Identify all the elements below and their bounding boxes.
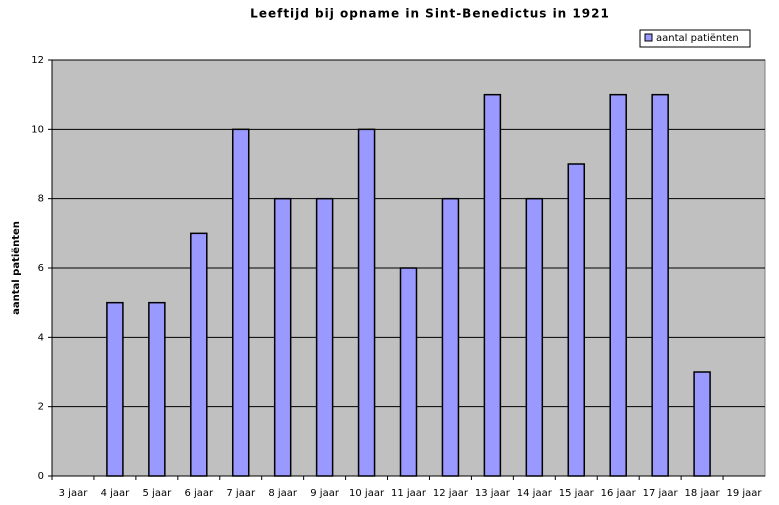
bar: [651, 93, 669, 477]
x-tick-label: 9 jaar: [310, 488, 340, 499]
x-tick-label: 12 jaar: [433, 488, 469, 499]
chart-title: Leeftijd bij opname in Sint-Benedictus i…: [250, 7, 610, 21]
bar: [231, 128, 250, 477]
bar: [190, 232, 208, 477]
x-tick-label: 18 jaar: [685, 488, 721, 499]
bar: [106, 301, 124, 477]
legend-swatch: [644, 33, 653, 42]
y-tick-label: 8: [38, 194, 44, 205]
x-tick-label: 10 jaar: [349, 488, 385, 499]
y-axis-label: aantal patiënten: [11, 221, 22, 315]
bar: [567, 163, 586, 477]
legend: [639, 29, 751, 48]
x-tick-label: 19 jaar: [726, 488, 762, 499]
bar: [483, 93, 502, 477]
x-tick-label: 5 jaar: [143, 488, 173, 499]
bar: [148, 301, 166, 477]
x-tick-label: 8 jaar: [268, 488, 298, 499]
x-tick-label: 11 jaar: [391, 488, 427, 499]
y-tick-label: 12: [31, 55, 44, 66]
y-tick-label: 0: [38, 471, 44, 482]
x-tick-label: 15 jaar: [559, 488, 595, 499]
x-tick-label: 6 jaar: [184, 488, 214, 499]
bar: [357, 128, 376, 477]
x-tick-label: 4 jaar: [101, 488, 131, 499]
bar: [525, 197, 544, 477]
y-tick-label: 10: [31, 124, 44, 135]
x-tick-label: 14 jaar: [517, 488, 553, 499]
y-tick-label: 2: [38, 402, 44, 413]
x-tick-label: 7 jaar: [226, 488, 256, 499]
bar: [273, 197, 292, 477]
x-tick-label: 13 jaar: [475, 488, 511, 499]
x-tick-label: 3 jaar: [59, 488, 89, 499]
y-tick-label: 4: [38, 332, 44, 343]
bar: [693, 371, 711, 477]
bar: [609, 93, 627, 477]
bar: [441, 197, 460, 477]
bar: [315, 197, 334, 477]
bar: [399, 267, 418, 477]
x-tick-label: 16 jaar: [601, 488, 637, 499]
legend-label: aantal patiënten: [656, 33, 739, 44]
x-tick-label: 17 jaar: [643, 488, 679, 499]
legend-box: [639, 29, 751, 48]
y-tick-label: 6: [38, 263, 44, 274]
